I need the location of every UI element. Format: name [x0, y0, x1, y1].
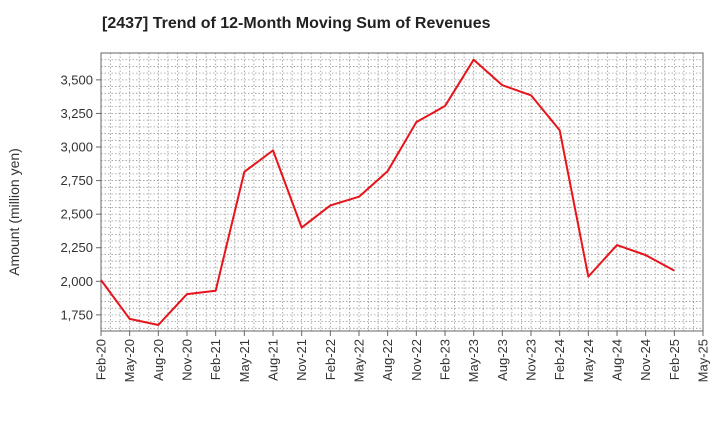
x-tick-label: May-25 [696, 339, 711, 382]
x-tick-label: May-21 [237, 339, 252, 382]
y-tick-label: 1,750 [60, 307, 93, 322]
x-tick-label: Feb-20 [94, 339, 109, 380]
y-tick-label: 2,250 [60, 240, 93, 255]
x-axis-ticks: Feb-20 May-20 Aug-20 Nov-20 Feb-21 May-21 Aug-… [94, 331, 711, 382]
series-layer [100, 58, 675, 326]
x-tick-label: Aug-20 [151, 339, 166, 381]
x-tick-label: Feb-25 [667, 339, 682, 380]
x-tick-label: Feb-22 [323, 339, 338, 380]
x-tick-label: Nov-24 [638, 339, 653, 381]
x-tick-label: Feb-23 [438, 339, 453, 380]
x-tick-label: Aug-22 [380, 339, 395, 381]
y-axis-ticks: 1,750 2,000 2,250 2,500 2,750 3,000 3,250 3,500 [60, 72, 101, 322]
y-tick-label: 2,000 [60, 274, 93, 289]
x-tick-label: Aug-24 [610, 339, 625, 381]
y-tick-label: 2,750 [60, 173, 93, 188]
y-tick-label: 2,500 [60, 207, 93, 222]
grid-lines [101, 53, 703, 331]
x-tick-label: Feb-21 [208, 339, 223, 380]
x-tick-label: Feb-24 [552, 339, 567, 380]
x-tick-label: Nov-20 [180, 339, 195, 381]
x-tick-label: Nov-22 [409, 339, 424, 381]
y-tick-label: 3,250 [60, 106, 93, 121]
x-tick-label: Aug-23 [495, 339, 510, 381]
y-tick-label: 3,500 [60, 72, 93, 87]
plot-frame [100, 52, 704, 332]
y-axis-title: Amount (million yen) [6, 148, 22, 276]
x-tick-label: Nov-21 [294, 339, 309, 381]
series-line [100, 58, 675, 326]
y-tick-label: 3,000 [60, 140, 93, 155]
x-tick-label: May-22 [352, 339, 367, 382]
x-tick-label: Aug-21 [266, 339, 281, 381]
x-tick-label: May-20 [122, 339, 137, 382]
x-tick-label: May-24 [581, 339, 596, 382]
x-tick-label: Nov-23 [524, 339, 539, 381]
chart-title: [2437] Trend of 12-Month Moving Sum of R… [102, 15, 491, 32]
x-tick-label: May-23 [466, 339, 481, 382]
